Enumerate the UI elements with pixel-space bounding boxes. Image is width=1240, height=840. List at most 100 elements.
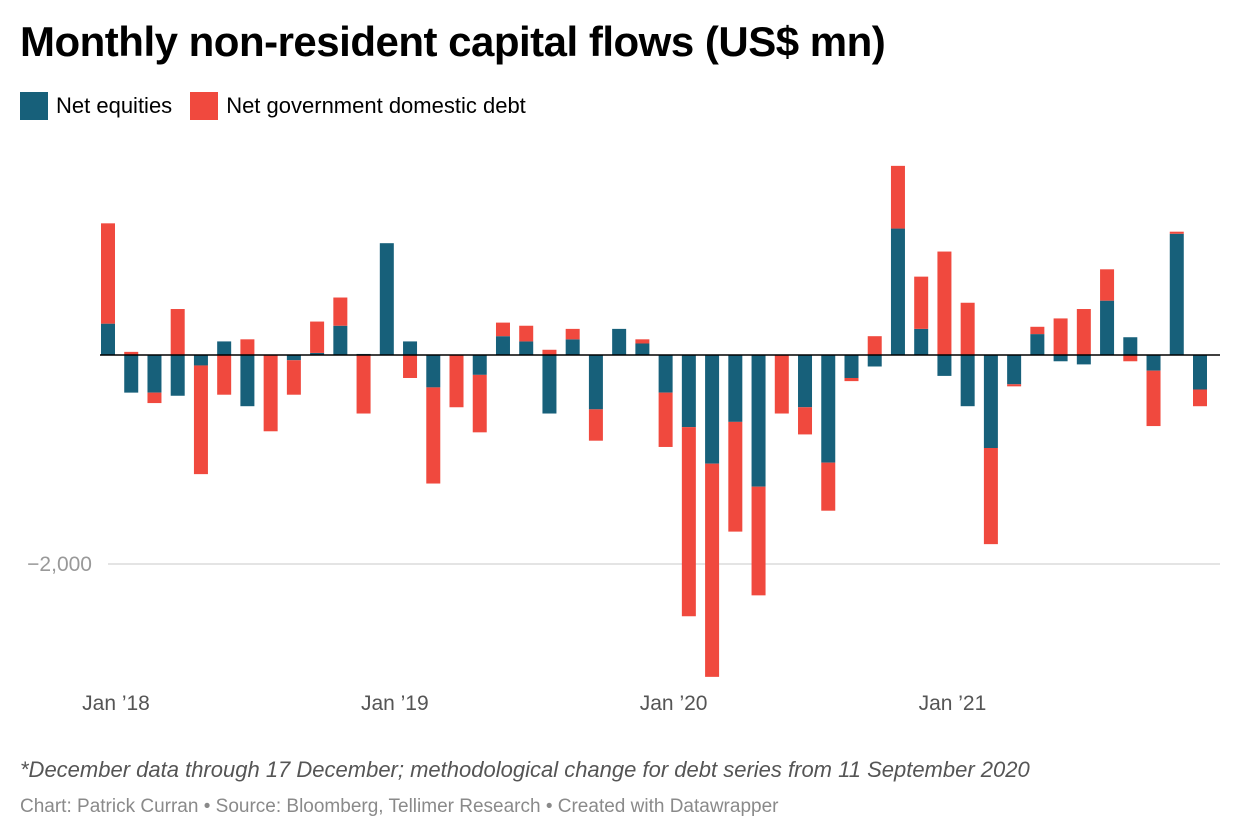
bar-debt-2021-03 (983, 448, 998, 545)
bar-debt-2019-07 (519, 325, 534, 342)
bar-debt-2019-09 (565, 328, 580, 340)
bar-equities-2020-07 (798, 355, 813, 408)
bar-equities-2018-03 (147, 355, 162, 393)
bar-equities-2019-10 (588, 355, 603, 410)
legend: Net equities Net government domestic deb… (20, 92, 526, 120)
bar-equities-2020-12 (914, 328, 929, 356)
bar-equities-2020-11 (890, 228, 905, 355)
bar-debt-2021-09 (1123, 355, 1138, 362)
bar-equities-2018-10 (310, 352, 325, 355)
bar-debt-2020-12 (914, 276, 929, 329)
bar-debt-2018-03 (147, 392, 162, 404)
legend-label-debt: Net government domestic debt (226, 93, 526, 118)
bar-equities-2021-01 (937, 355, 952, 376)
bar-equities-2018-09 (286, 355, 301, 361)
legend-swatch-equities (20, 92, 48, 120)
x-tick-label: Jan ’20 (640, 692, 708, 715)
credit-line: Chart: Patrick Curran • Source: Bloomber… (20, 796, 779, 817)
bar-equities-2020-09 (844, 355, 859, 378)
bar-equities-2021-07 (1076, 355, 1091, 365)
bar-equities-2020-04 (728, 355, 743, 422)
bar-equities-2019-12 (635, 343, 650, 355)
bar-debt-2020-09 (844, 377, 859, 382)
bar-debt-2019-06 (495, 322, 510, 337)
bar-equities-2021-06 (1053, 355, 1068, 362)
bar-debt-2019-02 (403, 355, 418, 378)
bar-debt-2020-05 (751, 486, 766, 596)
bar-debt-2018-12 (356, 355, 371, 414)
bar-equities-2020-02 (681, 355, 696, 428)
bar-equities-2019-09 (565, 339, 580, 355)
bar-equities-2019-07 (519, 341, 534, 355)
bar-equities-2021-10 (1146, 355, 1161, 371)
bar-equities-2021-03 (983, 355, 998, 448)
bar-equities-2021-09 (1123, 337, 1138, 355)
bar-debt-2019-10 (588, 409, 603, 441)
bar-equities-2018-07 (240, 355, 255, 407)
bar-debt-2018-09 (286, 360, 301, 395)
bar-debt-2019-05 (472, 374, 487, 433)
bar-debt-2020-08 (821, 462, 836, 511)
bar-debt-2020-07 (798, 407, 813, 435)
bar-debt-2018-11 (333, 297, 348, 326)
bar-debt-2020-03 (705, 463, 720, 677)
bar-equities-2021-05 (1030, 334, 1045, 355)
bar-equities-2021-12 (1193, 355, 1207, 390)
bar-debt-2021-01 (937, 251, 952, 355)
bar-equities-2021-08 (1100, 300, 1115, 355)
x-tick-label: Jan ’18 (82, 692, 150, 715)
bar-debt-2018-05 (193, 365, 208, 475)
bar-debt-2019-12 (635, 339, 650, 344)
bar-debt-2020-01 (658, 392, 673, 447)
bar-debt-2018-08 (263, 355, 278, 432)
bar-equities-2019-11 (612, 328, 627, 356)
bar-debt-2021-11 (1169, 231, 1184, 234)
x-tick-label: Jan ’21 (919, 692, 987, 715)
bar-equities-2019-08 (542, 355, 557, 414)
legend-item-equities: Net equities (20, 92, 172, 120)
bar-equities-2018-05 (193, 355, 208, 366)
bar-equities-2019-01 (379, 243, 394, 355)
bar-debt-2019-08 (542, 349, 557, 355)
bar-equities-2019-05 (472, 355, 487, 375)
y-axis-ticks: −2,000 (27, 553, 92, 576)
bar-equities-2018-02 (124, 355, 139, 393)
bar-equities-2018-06 (217, 341, 232, 355)
bar-equities-2018-11 (333, 325, 348, 355)
bar-debt-2021-04 (1007, 384, 1022, 387)
bar-debt-2021-12 (1193, 389, 1207, 407)
bar-debt-2021-08 (1100, 269, 1115, 301)
bar-debt-2021-10 (1146, 370, 1161, 427)
y-tick-label: −2,000 (27, 553, 92, 576)
bar-debt-2021-02 (960, 302, 975, 355)
x-axis-ticks: Jan ’18 Jan ’19 Jan ’20 Jan ’21 (82, 692, 986, 715)
bar-equities-2019-03 (426, 355, 441, 388)
bar-equities-2020-01 (658, 355, 673, 393)
bar-debt-2020-10 (867, 336, 882, 355)
chart-title: Monthly non-resident capital flows (US$ … (20, 18, 886, 65)
legend-item-debt: Net government domestic debt (190, 92, 526, 120)
bar-equities-2021-11 (1169, 233, 1184, 355)
bar-equities-2021-04 (1007, 355, 1022, 385)
bar-debt-2020-04 (728, 421, 743, 532)
legend-label-equities: Net equities (56, 93, 173, 118)
bar-debt-2018-02 (124, 351, 139, 355)
bar-equities-2020-03 (705, 355, 720, 464)
bar-equities-2018-04 (170, 355, 185, 396)
bar-debt-2020-11 (890, 165, 905, 229)
bar-equities-2020-08 (821, 355, 836, 463)
bar-debt-2018-10 (310, 321, 325, 353)
bar-debt-2018-04 (170, 309, 185, 355)
x-tick-label: Jan ’19 (361, 692, 429, 715)
bar-equities-2021-02 (960, 355, 975, 407)
bar-debt-2018-06 (217, 355, 232, 395)
bar-debt-2021-07 (1076, 309, 1091, 355)
bar-equities-2018-01 (101, 323, 115, 355)
bar-equities-2019-06 (495, 336, 510, 355)
bar-debt-2021-06 (1053, 318, 1068, 355)
bar-equities-2019-02 (403, 341, 418, 355)
legend-swatch-debt (190, 92, 219, 120)
bar-debt-2019-03 (426, 387, 441, 484)
bar-debt-2021-05 (1030, 326, 1045, 335)
bar-debt-2019-04 (449, 355, 464, 408)
